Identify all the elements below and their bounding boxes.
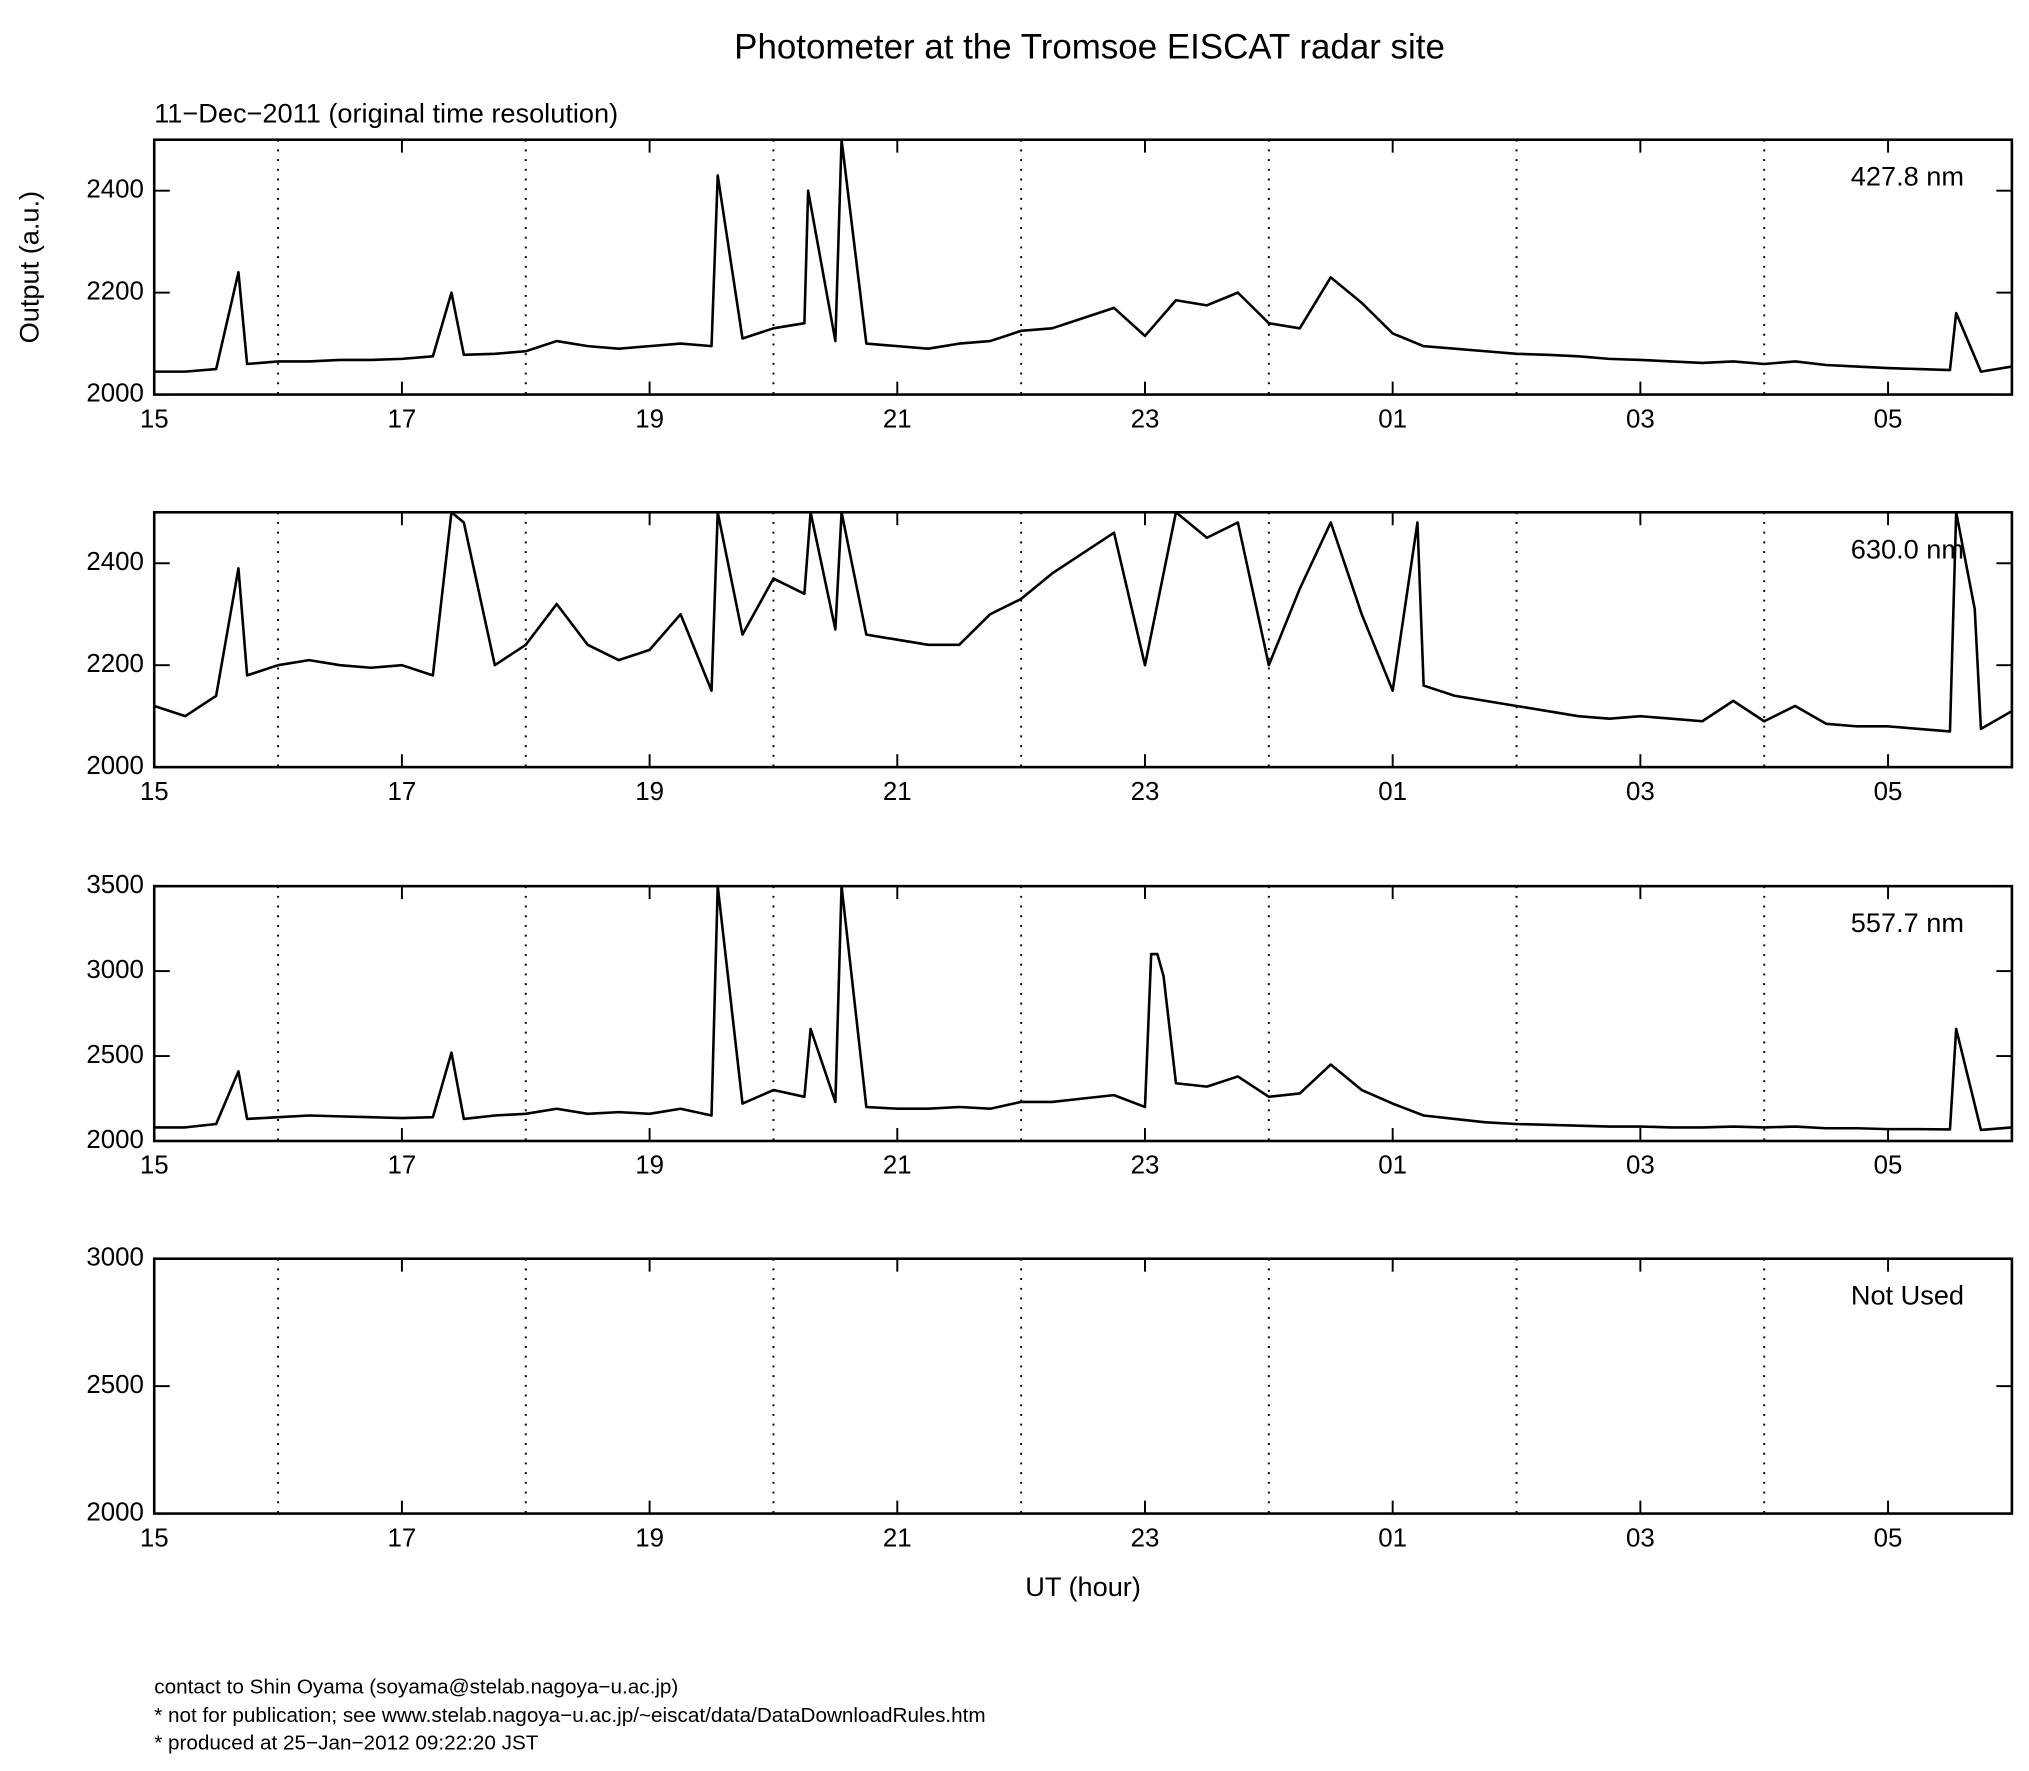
x-tick-label: 15 [140,1152,169,1180]
x-tick-label: 03 [1626,1152,1655,1180]
panel-annotation: 427.8 nm [1851,161,1964,192]
x-tick-label: 23 [1131,405,1160,433]
data-line [154,512,2012,733]
x-tick-label: 23 [1131,778,1160,806]
panel-annotation: 630.0 nm [1851,533,1964,564]
x-tick-label: 05 [1874,405,1903,433]
x-tick-label: 03 [1626,778,1655,806]
x-tick-label: 19 [635,405,664,433]
x-tick-label: 17 [388,1524,417,1552]
footer-line: contact to Shin Oyama (soyama@stelab.nag… [154,1676,678,1699]
x-tick-label: 15 [140,1524,169,1552]
data-line [154,139,2012,373]
x-tick-label: 21 [883,405,912,433]
x-tick-label: 01 [1378,405,1407,433]
x-tick-label: 01 [1378,1152,1407,1180]
y-tick-label: 3000 [86,956,144,984]
y-tick-label: 3500 [86,871,144,899]
y-tick-label: 2400 [86,548,144,576]
x-tick-label: 01 [1378,778,1407,806]
y-tick-label: 2400 [86,176,144,204]
x-axis-label: UT (hour) [1025,1571,1141,1602]
panel-annotation: 557.7 nm [1851,907,1964,938]
y-axis-label: Output (a.u.) [14,191,45,343]
x-tick-label: 19 [635,1524,664,1552]
x-tick-label: 15 [140,405,169,433]
plot-frame [152,1257,2014,1515]
y-tick-label: 2500 [86,1371,144,1399]
x-tick-label: 03 [1626,1524,1655,1552]
x-tick-label: 17 [388,778,417,806]
x-tick-label: 21 [883,778,912,806]
x-tick-label: 17 [388,1152,417,1180]
data-line [154,886,2012,1132]
y-tick-label: 3000 [86,1244,144,1272]
x-tick-label: 03 [1626,405,1655,433]
x-tick-label: 01 [1378,1524,1407,1552]
footer-line: * not for publication; see www.stelab.na… [154,1704,985,1727]
y-tick-label: 2200 [86,650,144,678]
y-tick-label: 2000 [86,752,144,780]
plot-frame [152,884,2014,1143]
figure-title: Photometer at the Tromsoe EISCAT radar s… [734,27,1445,66]
x-tick-label: 23 [1131,1152,1160,1180]
x-tick-label: 21 [883,1152,912,1180]
y-tick-label: 2500 [86,1041,144,1069]
x-tick-label: 05 [1874,1524,1903,1552]
x-tick-label: 17 [388,405,417,433]
footer-line: * produced at 25−Jan−2012 09:22:20 JST [154,1731,539,1754]
x-tick-label: 23 [1131,1524,1160,1552]
x-tick-label: 19 [635,778,664,806]
x-tick-label: 21 [883,1524,912,1552]
x-tick-label: 15 [140,778,169,806]
panel-annotation: Not Used [1851,1280,1964,1311]
y-tick-label: 2000 [86,379,144,407]
x-tick-label: 19 [635,1152,664,1180]
subtitle: 11−Dec−2011 (original time resolution) [154,97,618,128]
plot-frame [152,138,2014,396]
x-tick-label: 05 [1874,1152,1903,1180]
y-tick-label: 2000 [86,1498,144,1526]
y-tick-label: 2000 [86,1126,144,1154]
y-tick-label: 2200 [86,277,144,305]
x-tick-label: 05 [1874,778,1903,806]
plot-frame [152,510,2014,769]
